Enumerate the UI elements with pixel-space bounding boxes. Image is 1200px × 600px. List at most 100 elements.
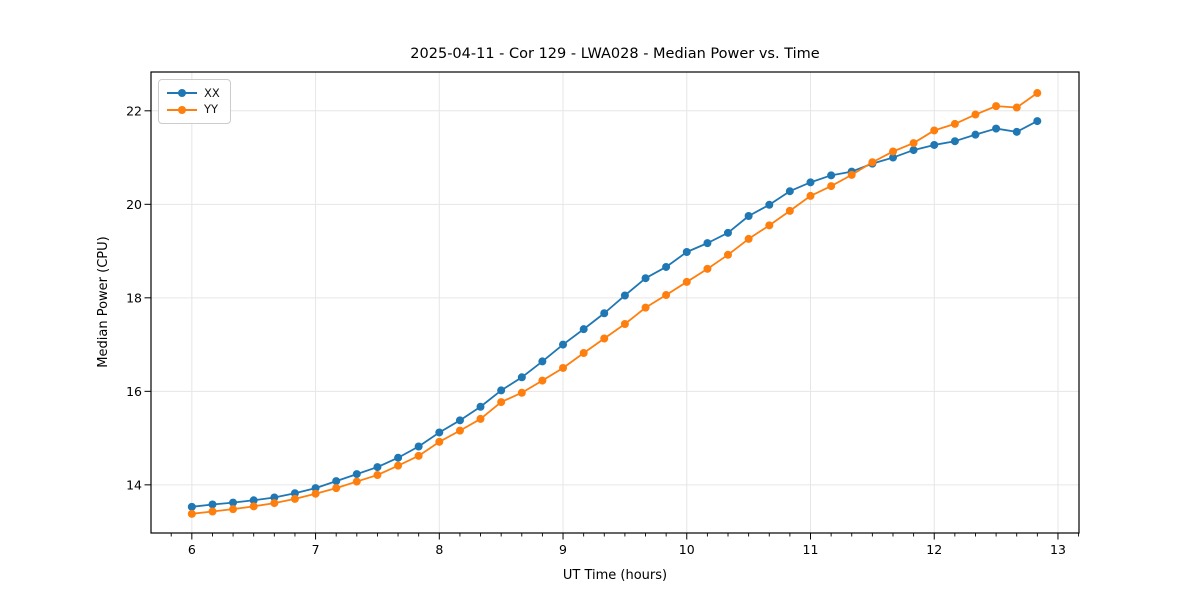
series-yy-point: [1012, 103, 1021, 112]
series-xx-point: [249, 496, 258, 505]
legend-label-xx: XX: [204, 85, 220, 100]
series-xx-point: [930, 140, 939, 149]
chart-title: 2025-04-11 - Cor 129 - LWA028 - Median P…: [410, 46, 819, 62]
x-tick-label: 10: [679, 542, 695, 557]
series-xx-point: [187, 502, 196, 511]
series-xx-point: [1033, 117, 1042, 126]
series-yy-point: [723, 250, 732, 259]
series-xx-point: [414, 442, 423, 451]
series-yy-point: [703, 264, 712, 273]
series-yy-point: [435, 437, 444, 446]
series-xx-point: [332, 477, 341, 486]
series-xx-point: [455, 416, 464, 425]
series-yy-point: [290, 494, 299, 503]
series-xx-point: [806, 178, 815, 187]
series-xx-point: [229, 498, 238, 507]
series-yy-point: [744, 234, 753, 243]
series-xx-point: [1012, 127, 1021, 136]
series-xx-point: [950, 137, 959, 146]
series-xx-point: [497, 386, 506, 395]
series-xx-point: [208, 500, 217, 509]
series-yy-point: [806, 191, 815, 200]
series-yy-point: [187, 509, 196, 518]
series-xx-point: [889, 153, 898, 162]
series-xx-point: [290, 489, 299, 498]
y-tick-label: 14: [126, 477, 142, 492]
series-xx-point: [703, 239, 712, 248]
series-yy-point: [249, 502, 258, 511]
legend-marker-yy-icon: [178, 105, 186, 114]
legend-sample-yy: [167, 105, 197, 115]
series-xx-point: [476, 402, 485, 411]
series-yy-point: [476, 414, 485, 423]
series-yy-point: [559, 363, 568, 372]
x-tick-label: 12: [926, 542, 942, 557]
series-xx-line: [191, 120, 1038, 508]
series-yy-point: [1033, 89, 1042, 98]
legend-sample-xx: [167, 88, 197, 98]
legend-item-yy: YY: [167, 102, 220, 119]
series-yy-point: [579, 348, 588, 357]
x-axis-label: UT Time (hours): [563, 568, 667, 583]
grid-layer: [151, 72, 1079, 533]
series-yy-point: [992, 102, 1001, 111]
series-yy-point: [827, 182, 836, 191]
series-yy-point: [765, 221, 774, 230]
tick-label-layer: 6 7 8 9 10 11 12 13 14 16 18 20 22: [126, 103, 1066, 557]
series-yy-point: [971, 110, 980, 119]
series-yy-point: [950, 119, 959, 128]
series-xx-point: [723, 228, 732, 237]
x-tick-label: 13: [1050, 542, 1066, 557]
series-xx-point: [352, 470, 361, 479]
series-xx-point: [744, 212, 753, 220]
series-yy-point: [600, 334, 609, 343]
series-xx-point: [373, 463, 382, 472]
series-yy-point: [455, 426, 464, 435]
y-tick-label: 20: [126, 197, 142, 212]
series-xx-point: [517, 373, 526, 382]
series-xx-point: [311, 484, 320, 493]
series-yy-point: [682, 277, 691, 286]
series-yy-point: [785, 206, 794, 215]
x-tick-label: 8: [435, 542, 443, 557]
series-xx-point: [600, 309, 609, 318]
series-xx-point: [620, 291, 629, 300]
series-yy-point: [497, 398, 506, 407]
x-tick-label: 9: [559, 542, 567, 557]
x-tick-label: 6: [188, 542, 196, 557]
x-tick-label: 7: [312, 542, 320, 557]
series-yy-point: [641, 303, 650, 312]
series-yy-point: [414, 451, 423, 460]
series-yy-point: [620, 320, 629, 329]
series-yy-point: [229, 505, 238, 514]
series-xx-point: [538, 357, 547, 366]
series-yy-point: [311, 489, 320, 498]
series-yy-point: [352, 477, 361, 486]
legend: XX YY: [158, 79, 231, 124]
series-layer: [187, 89, 1042, 518]
series-xx-point: [662, 262, 671, 271]
legend-marker-xx-icon: [178, 89, 186, 98]
series-xx-point: [827, 171, 836, 180]
series-xx-point: [559, 340, 568, 349]
series-xx-point: [682, 248, 691, 257]
y-axis-label: Median Power (CPU): [96, 236, 111, 367]
series-yy-point: [662, 291, 671, 300]
series-yy-point: [868, 158, 877, 167]
series-yy-point: [270, 499, 279, 508]
series-xx-point: [765, 200, 774, 209]
plot-border: [150, 71, 1080, 534]
series-yy-point: [538, 376, 547, 385]
series-yy-point: [373, 471, 382, 480]
legend-item-xx: XX: [167, 85, 220, 102]
series-yy-point: [208, 507, 217, 516]
series-yy-point: [847, 170, 856, 179]
series-xx-point: [785, 187, 794, 196]
series-xx-point: [909, 146, 918, 155]
series-xx-point: [971, 130, 980, 139]
series-xx-point: [435, 428, 444, 437]
series-yy-point: [930, 126, 939, 135]
series-yy-point: [889, 147, 898, 156]
